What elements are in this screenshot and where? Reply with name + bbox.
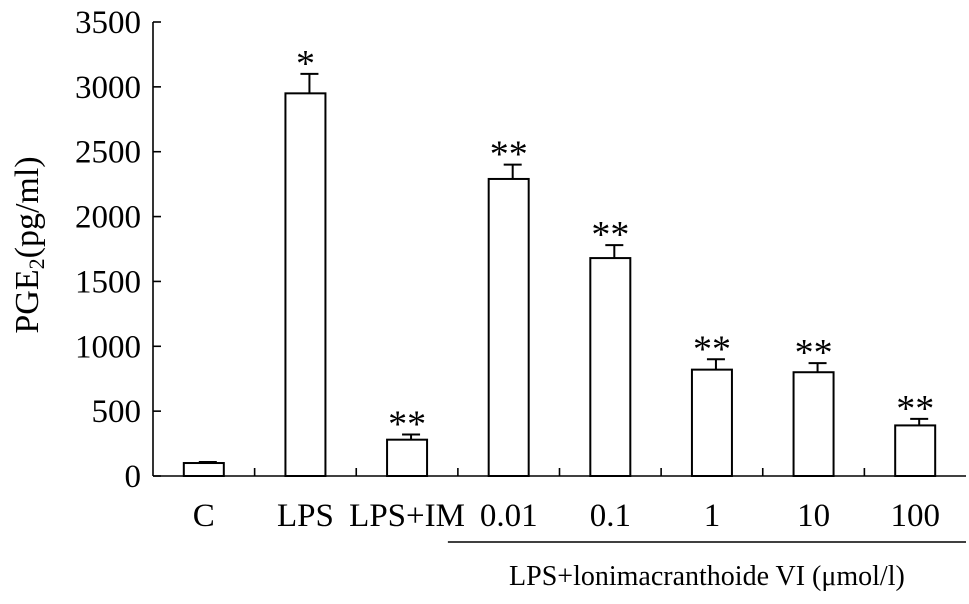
bar bbox=[690, 368, 733, 477]
significance-label: ** bbox=[693, 328, 731, 370]
significance-label: ** bbox=[896, 388, 934, 430]
axes bbox=[152, 22, 966, 477]
y-tick-label: 500 bbox=[92, 394, 142, 430]
x-tick-label: 1 bbox=[704, 498, 721, 534]
group-label: LPS+lonimacranthoide VI (μmol/l) bbox=[509, 561, 905, 592]
bar bbox=[589, 257, 632, 477]
significance-label: ** bbox=[490, 134, 528, 176]
x-tick-label: C bbox=[193, 498, 215, 534]
bar bbox=[487, 177, 530, 477]
y-axis-label: PGE2(pg/ml) bbox=[9, 156, 49, 333]
x-tick-label: 10 bbox=[797, 498, 830, 534]
significance-label: ** bbox=[591, 214, 629, 256]
bar bbox=[182, 462, 225, 477]
y-tick-label: 2500 bbox=[75, 135, 141, 171]
bar bbox=[894, 424, 937, 478]
x-tick-label: 0.1 bbox=[590, 498, 631, 534]
y-tick-label: 2000 bbox=[75, 200, 141, 236]
bar bbox=[386, 438, 429, 477]
significance-label: * bbox=[296, 43, 315, 85]
y-tick-label: 0 bbox=[125, 459, 142, 495]
y-axis-label-text: PGE2(pg/ml) bbox=[9, 156, 49, 333]
x-tick-label: LPS bbox=[277, 498, 334, 534]
y-tick-label: 1000 bbox=[75, 329, 141, 365]
bars: ********* **** bbox=[182, 43, 937, 478]
group-annotation: LPS+lonimacranthoide VI (μmol/l) bbox=[447, 541, 966, 592]
bar bbox=[284, 92, 327, 477]
y-ticks: 0 500 1000 1500 2000 2500 3000 3500 bbox=[75, 5, 161, 495]
x-tick-label: 100 bbox=[890, 498, 940, 534]
x-tick-label: 0.01 bbox=[480, 498, 538, 534]
bar bbox=[792, 371, 835, 478]
significance-label: ** bbox=[795, 332, 833, 374]
y-tick-label: 3000 bbox=[75, 70, 141, 106]
x-tick-label: LPS+IM bbox=[349, 498, 465, 534]
x-tick-labels: C LPS LPS+IM 0.01 0.1 1 10 100 bbox=[193, 468, 940, 534]
y-tick-label: 3500 bbox=[75, 5, 141, 41]
y-tick-label: 1500 bbox=[75, 264, 141, 300]
significance-label: ** bbox=[388, 403, 426, 445]
